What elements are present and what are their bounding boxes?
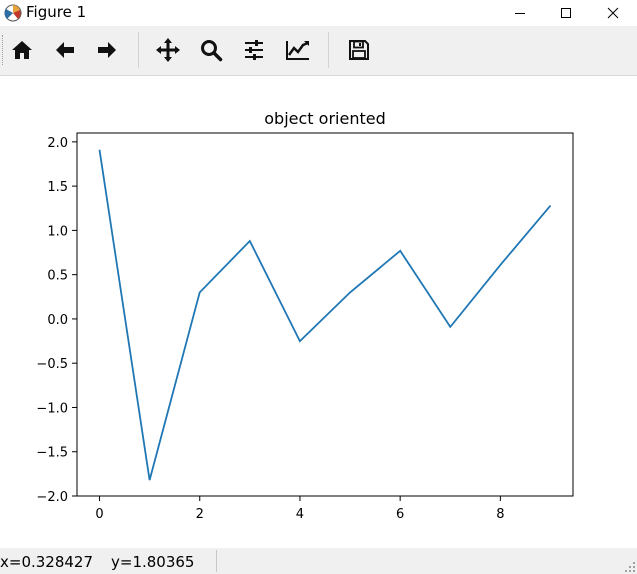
configure-subplots-button[interactable] [238, 34, 270, 66]
window-title: Figure 1 [26, 3, 87, 21]
back-button[interactable] [49, 34, 81, 66]
y-tick-label: −2.0 [36, 490, 68, 505]
y-tick-label: −0.5 [36, 357, 68, 372]
x-tick-label: 4 [296, 507, 304, 522]
y-tick-label: 2.0 [47, 136, 68, 151]
line-chart-icon [286, 41, 309, 60]
y-tick-label: 1.0 [47, 224, 68, 239]
series-line [98, 149, 552, 481]
y-tick-label: −1.0 [36, 401, 68, 416]
matplotlib-logo-icon [4, 4, 22, 22]
arrow-right-icon [98, 42, 116, 58]
maximize-button[interactable] [543, 0, 589, 26]
edit-axis-button[interactable] [282, 34, 314, 66]
resize-grip-icon[interactable] [624, 561, 636, 573]
y-tick-label: −1.5 [36, 446, 68, 461]
move-icon [156, 38, 180, 62]
figure-canvas[interactable]: object oriented 0 2 4 6 8 −2.0 −1.5 −1.0 −0.5 0.… [0, 76, 637, 548]
chart-title: object oriented [264, 109, 385, 128]
plot-area[interactable]: object oriented 0 2 4 6 8 −2.0 −1.5 −1.0 −0.5 0.… [0, 76, 637, 548]
save-icon [349, 40, 369, 60]
sliders-icon [245, 40, 263, 60]
status-divider [216, 550, 217, 572]
x-tick-label: 0 [95, 507, 103, 522]
x-tick-label: 2 [196, 507, 204, 522]
y-tick-label: 0.5 [47, 269, 68, 284]
x-coordinate-readout: x=0.328427 [0, 553, 94, 571]
title-bar: Figure 1 [0, 0, 637, 26]
zoom-button[interactable] [195, 34, 227, 66]
toolbar-separator [328, 32, 329, 68]
forward-button[interactable] [91, 34, 123, 66]
search-icon [201, 40, 223, 62]
navigation-toolbar [0, 26, 637, 76]
home-icon [12, 41, 32, 59]
x-tick-label: 8 [496, 507, 504, 522]
status-bar: x=0.328427 y=1.80365 [0, 548, 637, 574]
close-icon [607, 7, 619, 19]
minimize-icon [515, 13, 525, 14]
maximize-icon [561, 8, 571, 18]
axes-frame [76, 132, 574, 497]
x-tick-label: 6 [396, 507, 404, 522]
home-button[interactable] [6, 34, 38, 66]
y-coordinate-readout: y=1.80365 [111, 553, 195, 571]
save-button[interactable] [343, 34, 375, 66]
toolbar-grip[interactable] [2, 35, 6, 65]
toolbar-separator [138, 32, 139, 68]
close-button[interactable] [590, 0, 636, 26]
pan-button[interactable] [152, 34, 184, 66]
x-axis: 0 2 4 6 8 [95, 496, 504, 522]
y-tick-label: 1.5 [47, 180, 68, 195]
minimize-button[interactable] [497, 0, 543, 26]
y-axis: −2.0 −1.5 −1.0 −0.5 0.0 0.5 1.0 1.5 2.0 [36, 136, 77, 505]
arrow-left-icon [56, 42, 74, 58]
y-tick-label: 0.0 [47, 313, 68, 328]
